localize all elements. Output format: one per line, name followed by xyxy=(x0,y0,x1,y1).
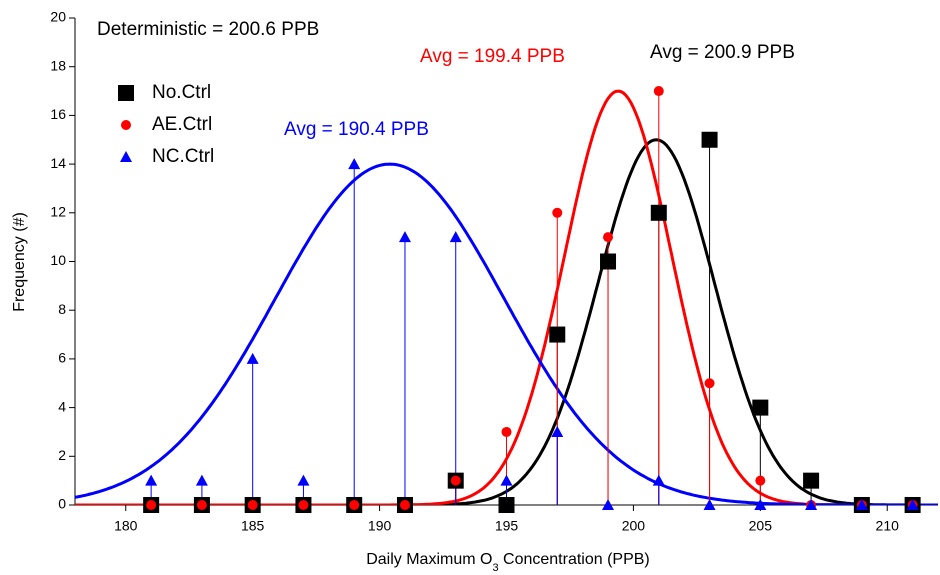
legend-label: AE.Ctrl xyxy=(152,114,212,135)
marker xyxy=(855,499,868,510)
marker xyxy=(196,500,207,510)
y-tick-label: 18 xyxy=(50,57,66,73)
y-tick-label: 6 xyxy=(58,350,66,366)
marker xyxy=(549,326,566,343)
x-axis-label-part: Daily Maximum O xyxy=(366,551,492,568)
y-tick-label: 8 xyxy=(58,301,66,317)
marker xyxy=(145,474,158,486)
y-tick-label: 16 xyxy=(50,106,66,122)
annotation: Deterministic = 200.6 PPB xyxy=(97,19,319,40)
marker xyxy=(552,207,563,218)
marker xyxy=(603,232,614,243)
marker xyxy=(755,475,766,486)
marker xyxy=(298,500,309,510)
legend-label: No.Ctrl xyxy=(152,82,211,103)
y-tick-label: 14 xyxy=(50,155,66,171)
marker xyxy=(399,500,410,510)
marker xyxy=(650,204,667,221)
x-tick-label: 185 xyxy=(241,518,265,534)
marker xyxy=(498,497,515,513)
marker xyxy=(146,500,157,510)
legend-label: NC.Ctrl xyxy=(152,146,214,167)
marker xyxy=(398,231,411,243)
y-tick-label: 4 xyxy=(58,398,66,414)
y-tick-label: 2 xyxy=(58,447,66,463)
marker xyxy=(752,399,769,416)
marker xyxy=(803,472,820,489)
x-tick-label: 210 xyxy=(876,518,900,534)
y-axis-label: Frequency (#) xyxy=(11,212,28,312)
marker xyxy=(703,499,716,510)
x-axis-label-part: Concentration (PPB) xyxy=(499,551,650,568)
marker xyxy=(120,151,132,162)
x-tick-label: 195 xyxy=(495,518,519,534)
marker xyxy=(906,499,919,510)
x-axis-label-subscript: 3 xyxy=(492,562,498,574)
marker xyxy=(500,474,513,486)
annotation: Avg = 200.9 PPB xyxy=(650,42,795,63)
annotation: Avg = 199.4 PPB xyxy=(420,46,565,67)
x-tick-label: 200 xyxy=(622,518,646,534)
marker xyxy=(247,500,258,510)
marker xyxy=(602,499,615,510)
marker xyxy=(652,474,665,486)
marker xyxy=(754,499,767,510)
marker xyxy=(805,499,818,510)
marker xyxy=(450,475,461,486)
marker xyxy=(349,500,360,510)
annotation: Avg = 190.4 PPB xyxy=(284,119,429,140)
marker xyxy=(551,425,564,437)
marker xyxy=(449,231,462,243)
marker xyxy=(501,426,512,437)
marker xyxy=(704,378,715,389)
x-tick-label: 180 xyxy=(114,518,138,534)
marker xyxy=(297,474,310,486)
marker xyxy=(118,85,134,101)
marker xyxy=(701,131,718,148)
x-axis-label: Daily Maximum O3 Concentration (PPB) xyxy=(366,551,650,574)
marker xyxy=(121,120,131,130)
marker xyxy=(246,352,259,364)
marker xyxy=(600,253,617,270)
x-tick-label: 205 xyxy=(749,518,773,534)
y-tick-label: 20 xyxy=(50,9,66,25)
y-tick-label: 10 xyxy=(50,252,66,268)
y-tick-label: 0 xyxy=(58,496,66,512)
y-tick-label: 12 xyxy=(50,204,66,220)
x-tick-label: 190 xyxy=(368,518,392,534)
marker xyxy=(653,86,664,97)
marker xyxy=(348,158,361,170)
marker xyxy=(195,474,208,486)
fit-curve xyxy=(75,162,938,505)
